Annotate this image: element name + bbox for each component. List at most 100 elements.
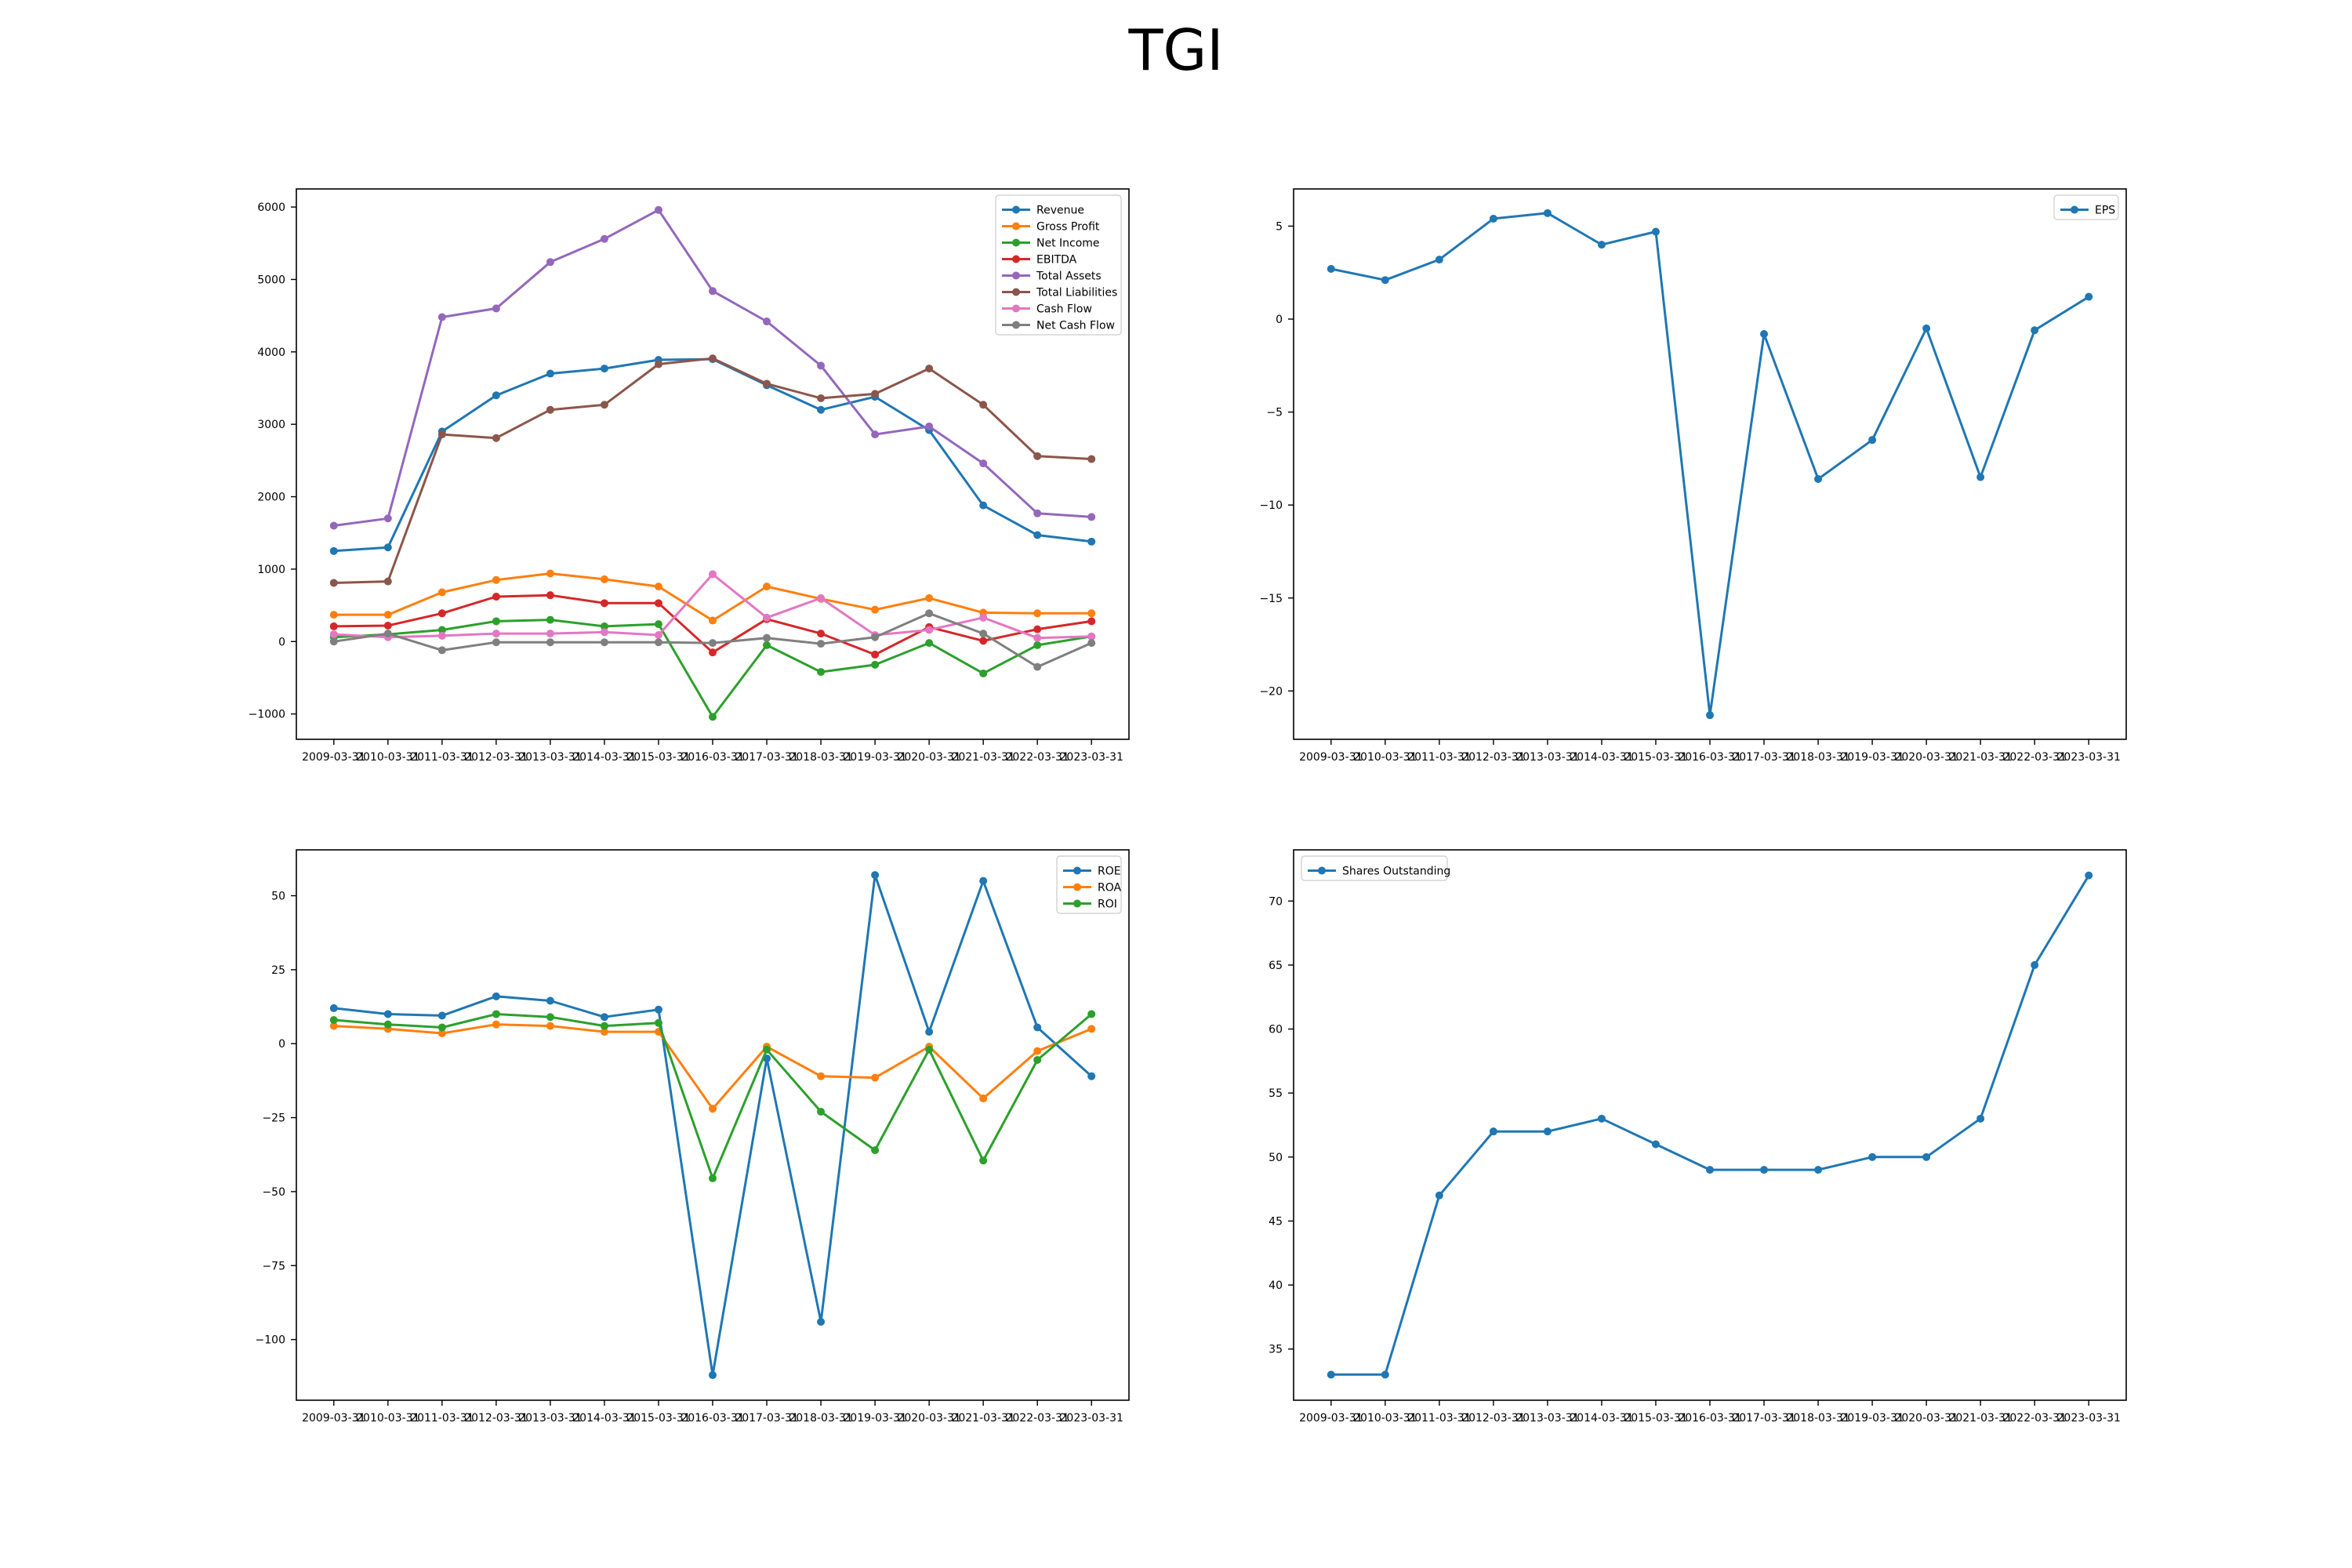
y-tick-label: 5000 [257,274,285,286]
data-point [817,1108,826,1116]
data-point [492,1020,500,1029]
data-point [492,304,500,313]
y-tick-label: −50 [262,1186,285,1199]
legend-frame [995,194,1122,336]
data-point [763,613,771,622]
series-roe [329,871,1096,1379]
data-point [329,637,338,646]
y-tick-label: 6000 [257,201,285,214]
y-tick-label: 60 [1269,1024,1283,1036]
chart-3: −100−75−50−25025502009-03-312010-03-3120… [256,849,1130,1425]
data-point [1814,1166,1823,1174]
x-tick-label: 2009-03-31 [302,1412,365,1425]
data-point [1922,324,1931,332]
data-point [600,365,608,373]
legend-entry: Total Liabilities [1036,287,1117,299]
x-tick-label: 2009-03-31 [302,751,365,764]
data-point [437,430,446,439]
data-point [546,638,554,647]
series-roa [329,1020,1096,1113]
data-point [546,591,554,600]
x-tick-label: 2010-03-31 [1353,1412,1417,1425]
axes-frame [296,849,1130,1401]
x-tick-label: 2016-03-31 [681,751,744,764]
data-point [329,1004,338,1012]
y-tick-label: 65 [1269,960,1283,972]
data-point [1087,1025,1096,1033]
data-point [1543,1127,1552,1136]
data-point [546,630,554,638]
data-point [383,543,392,552]
x-tick-label: 2023-03-31 [2057,1412,2121,1425]
chart-4: 35 40 45 50 55 60 65 70 2009-03-312010-03-312011… [1269,849,2127,1425]
legend-swatch-marker [1012,238,1020,247]
data-point [1033,531,1042,539]
data-point [437,1023,446,1032]
x-tick-label: 2018-03-31 [1786,751,1849,764]
data-point [979,1094,988,1103]
x-tick-label: 2017-03-31 [735,751,798,764]
x-tick-label: 2013-03-31 [1515,1412,1579,1425]
x-tick-label: 2022-03-31 [2002,1412,2066,1425]
x-tick-label: 2009-03-31 [1299,1412,1363,1425]
data-point [1033,625,1042,633]
data-point [329,622,338,630]
data-point [329,1022,338,1030]
y-tick-label: 5 [1276,220,1283,233]
legend-entry: ROA [1098,882,1122,895]
legend-entry: Net Cash Flow [1036,320,1115,332]
data-point [600,401,608,409]
legend-entry: Net Income [1036,238,1100,250]
data-point [979,630,988,638]
legend-entry: Total Assets [1036,270,1102,283]
y-tick-label: −20 [1259,685,1283,698]
data-point [1706,1166,1714,1174]
x-tick-label: 2013-03-31 [518,1412,582,1425]
legend-swatch-marker [1012,304,1020,313]
data-point [1087,609,1096,618]
x-tick-label: 2023-03-31 [2057,751,2121,764]
legend-frame [1301,855,1448,881]
data-point [871,390,880,398]
data-point [1087,513,1096,521]
data-point [1651,227,1660,236]
data-point [925,609,934,618]
x-tick-label: 2020-03-31 [897,751,960,764]
data-point [817,394,826,402]
x-tick-label: 2012-03-31 [1461,1412,1525,1425]
chart-1: −1000 0 1000 2000 3000 4000 5000 6000 2009-03-31… [249,188,1130,764]
data-point [709,570,717,579]
data-point [1087,617,1096,626]
data-point [1033,662,1042,671]
data-point [437,1011,446,1020]
legend-swatch-marker [2071,205,2078,214]
x-tick-label: 2011-03-31 [410,1412,474,1425]
data-point [817,630,826,638]
series-total-liabilities [329,354,1096,587]
data-point [763,379,771,388]
data-point [383,514,392,523]
data-point [1597,1114,1606,1123]
legend-entry: EPS [2095,205,2115,217]
chart-2: −20 −15 −10 −5 0 5 2009-03-312010-03-312011-03… [1259,188,2127,764]
y-tick-label: 25 [271,964,285,977]
data-point [383,1020,392,1029]
data-point [654,1005,662,1014]
y-tick-label: 70 [1269,895,1283,908]
x-tick-label: 2016-03-31 [681,1412,744,1425]
data-point [1760,1166,1769,1174]
y-tick-label: −25 [262,1112,285,1125]
data-point [1033,1023,1042,1032]
data-point [1327,1370,1335,1379]
x-tick-label: 2012-03-31 [464,751,528,764]
data-point [709,287,717,296]
y-tick-label: 35 [1269,1344,1283,1356]
series-line [333,358,1092,553]
data-point [329,579,338,587]
series-line [1330,212,2089,717]
x-tick-label: 2013-03-31 [518,751,582,764]
data-point [492,630,500,638]
data-point [2031,326,2039,335]
x-tick-label: 2018-03-31 [1786,1412,1849,1425]
data-point [437,588,446,597]
